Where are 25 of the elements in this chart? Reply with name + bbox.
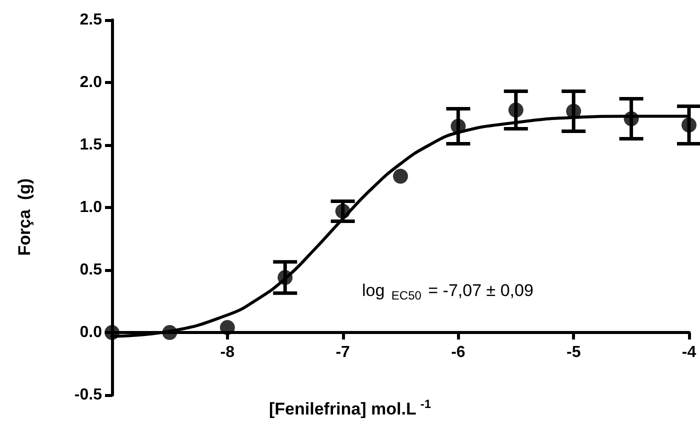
x-tick-label: -7 xyxy=(336,344,350,361)
x-tick-label: -6 xyxy=(451,344,466,361)
y-tick-label: 2.5 xyxy=(80,12,102,28)
y-tick-label: 0.0 xyxy=(80,324,102,341)
point xyxy=(450,118,466,134)
y-tick-label: 1.0 xyxy=(80,199,102,216)
point xyxy=(393,168,408,184)
y-axis-title: Força (g) xyxy=(15,178,34,256)
annotation: log EC50 = -7,07 ± 0,09 xyxy=(362,281,534,302)
point xyxy=(104,325,120,340)
point xyxy=(220,320,235,335)
y-tick-label: -0.5 xyxy=(74,386,102,404)
point xyxy=(335,204,350,219)
x-axis-title: [Fenilefrina] mol.L-1 xyxy=(268,397,432,418)
point xyxy=(624,111,639,126)
x-tick-label: -4 xyxy=(682,344,696,361)
point xyxy=(682,118,696,132)
y-tick-label: 0.5 xyxy=(80,262,102,278)
y-tick-label: 1.5 xyxy=(80,136,102,154)
y-tick-label: 2.0 xyxy=(80,74,102,91)
point xyxy=(508,102,524,118)
point xyxy=(162,325,178,340)
x-tick-label: -8 xyxy=(220,344,235,361)
x-tick-label: -5 xyxy=(566,344,581,361)
point xyxy=(278,270,293,285)
